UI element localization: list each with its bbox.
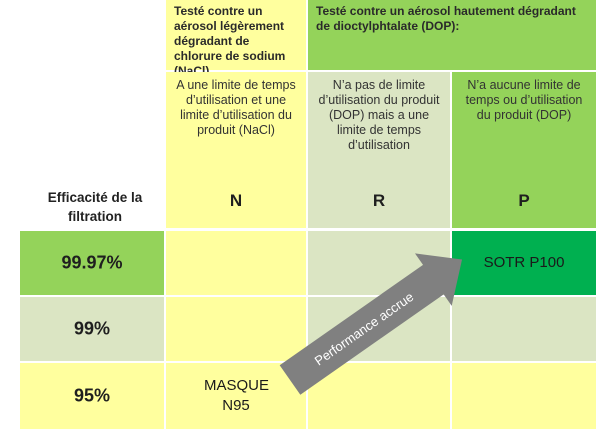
masque-n95-cell: MASQUE N95 — [166, 363, 306, 429]
dop-header-text: Testé contre un aérosol hautement dégrad… — [316, 4, 576, 33]
cell-p-95 — [452, 363, 596, 429]
arrow-label: Performance accrue — [312, 289, 416, 368]
class-r: R — [308, 176, 450, 228]
n-description: A une limite de temps d’utilisation et u… — [166, 72, 306, 186]
sotr-p100-label: SOTR P100 — [483, 254, 565, 271]
p-description-text: N’a aucune limite de temps ou d’utilisat… — [465, 78, 583, 122]
masque-n95-label: MASQUE N95 — [204, 377, 270, 414]
cell-n-99-97 — [166, 231, 306, 295]
cell-p-99 — [452, 297, 596, 361]
efficacy-label: Efficacité de la filtration — [47, 190, 143, 224]
r-description: N’a pas de limite d’utilisation du produ… — [308, 72, 450, 186]
r-description-text: N’a pas de limite d’utilisation du produ… — [318, 78, 440, 152]
dop-test-header: Testé contre un aérosol hautement dégrad… — [308, 0, 596, 70]
nacl-header-prefix: Testé contre un aérosol légèrement dégra… — [174, 4, 286, 78]
sotr-p100-cell: SOTR P100 — [452, 231, 596, 295]
row-label-95: 95% — [20, 363, 164, 429]
p-description: N’a aucune limite de temps ou d’utilisat… — [452, 72, 596, 186]
class-n: N — [166, 176, 306, 228]
row-label-99-97: 99.97% — [20, 231, 164, 295]
cell-n-99 — [166, 297, 306, 361]
cell-r-95 — [308, 363, 450, 429]
nacl-header-suffix: ) — [205, 64, 210, 78]
n-description-text: A une limite de temps d’utilisation et u… — [176, 78, 296, 137]
row-label-99: 99% — [20, 297, 164, 361]
class-p: P — [452, 176, 596, 228]
arrow-shape — [279, 253, 463, 395]
